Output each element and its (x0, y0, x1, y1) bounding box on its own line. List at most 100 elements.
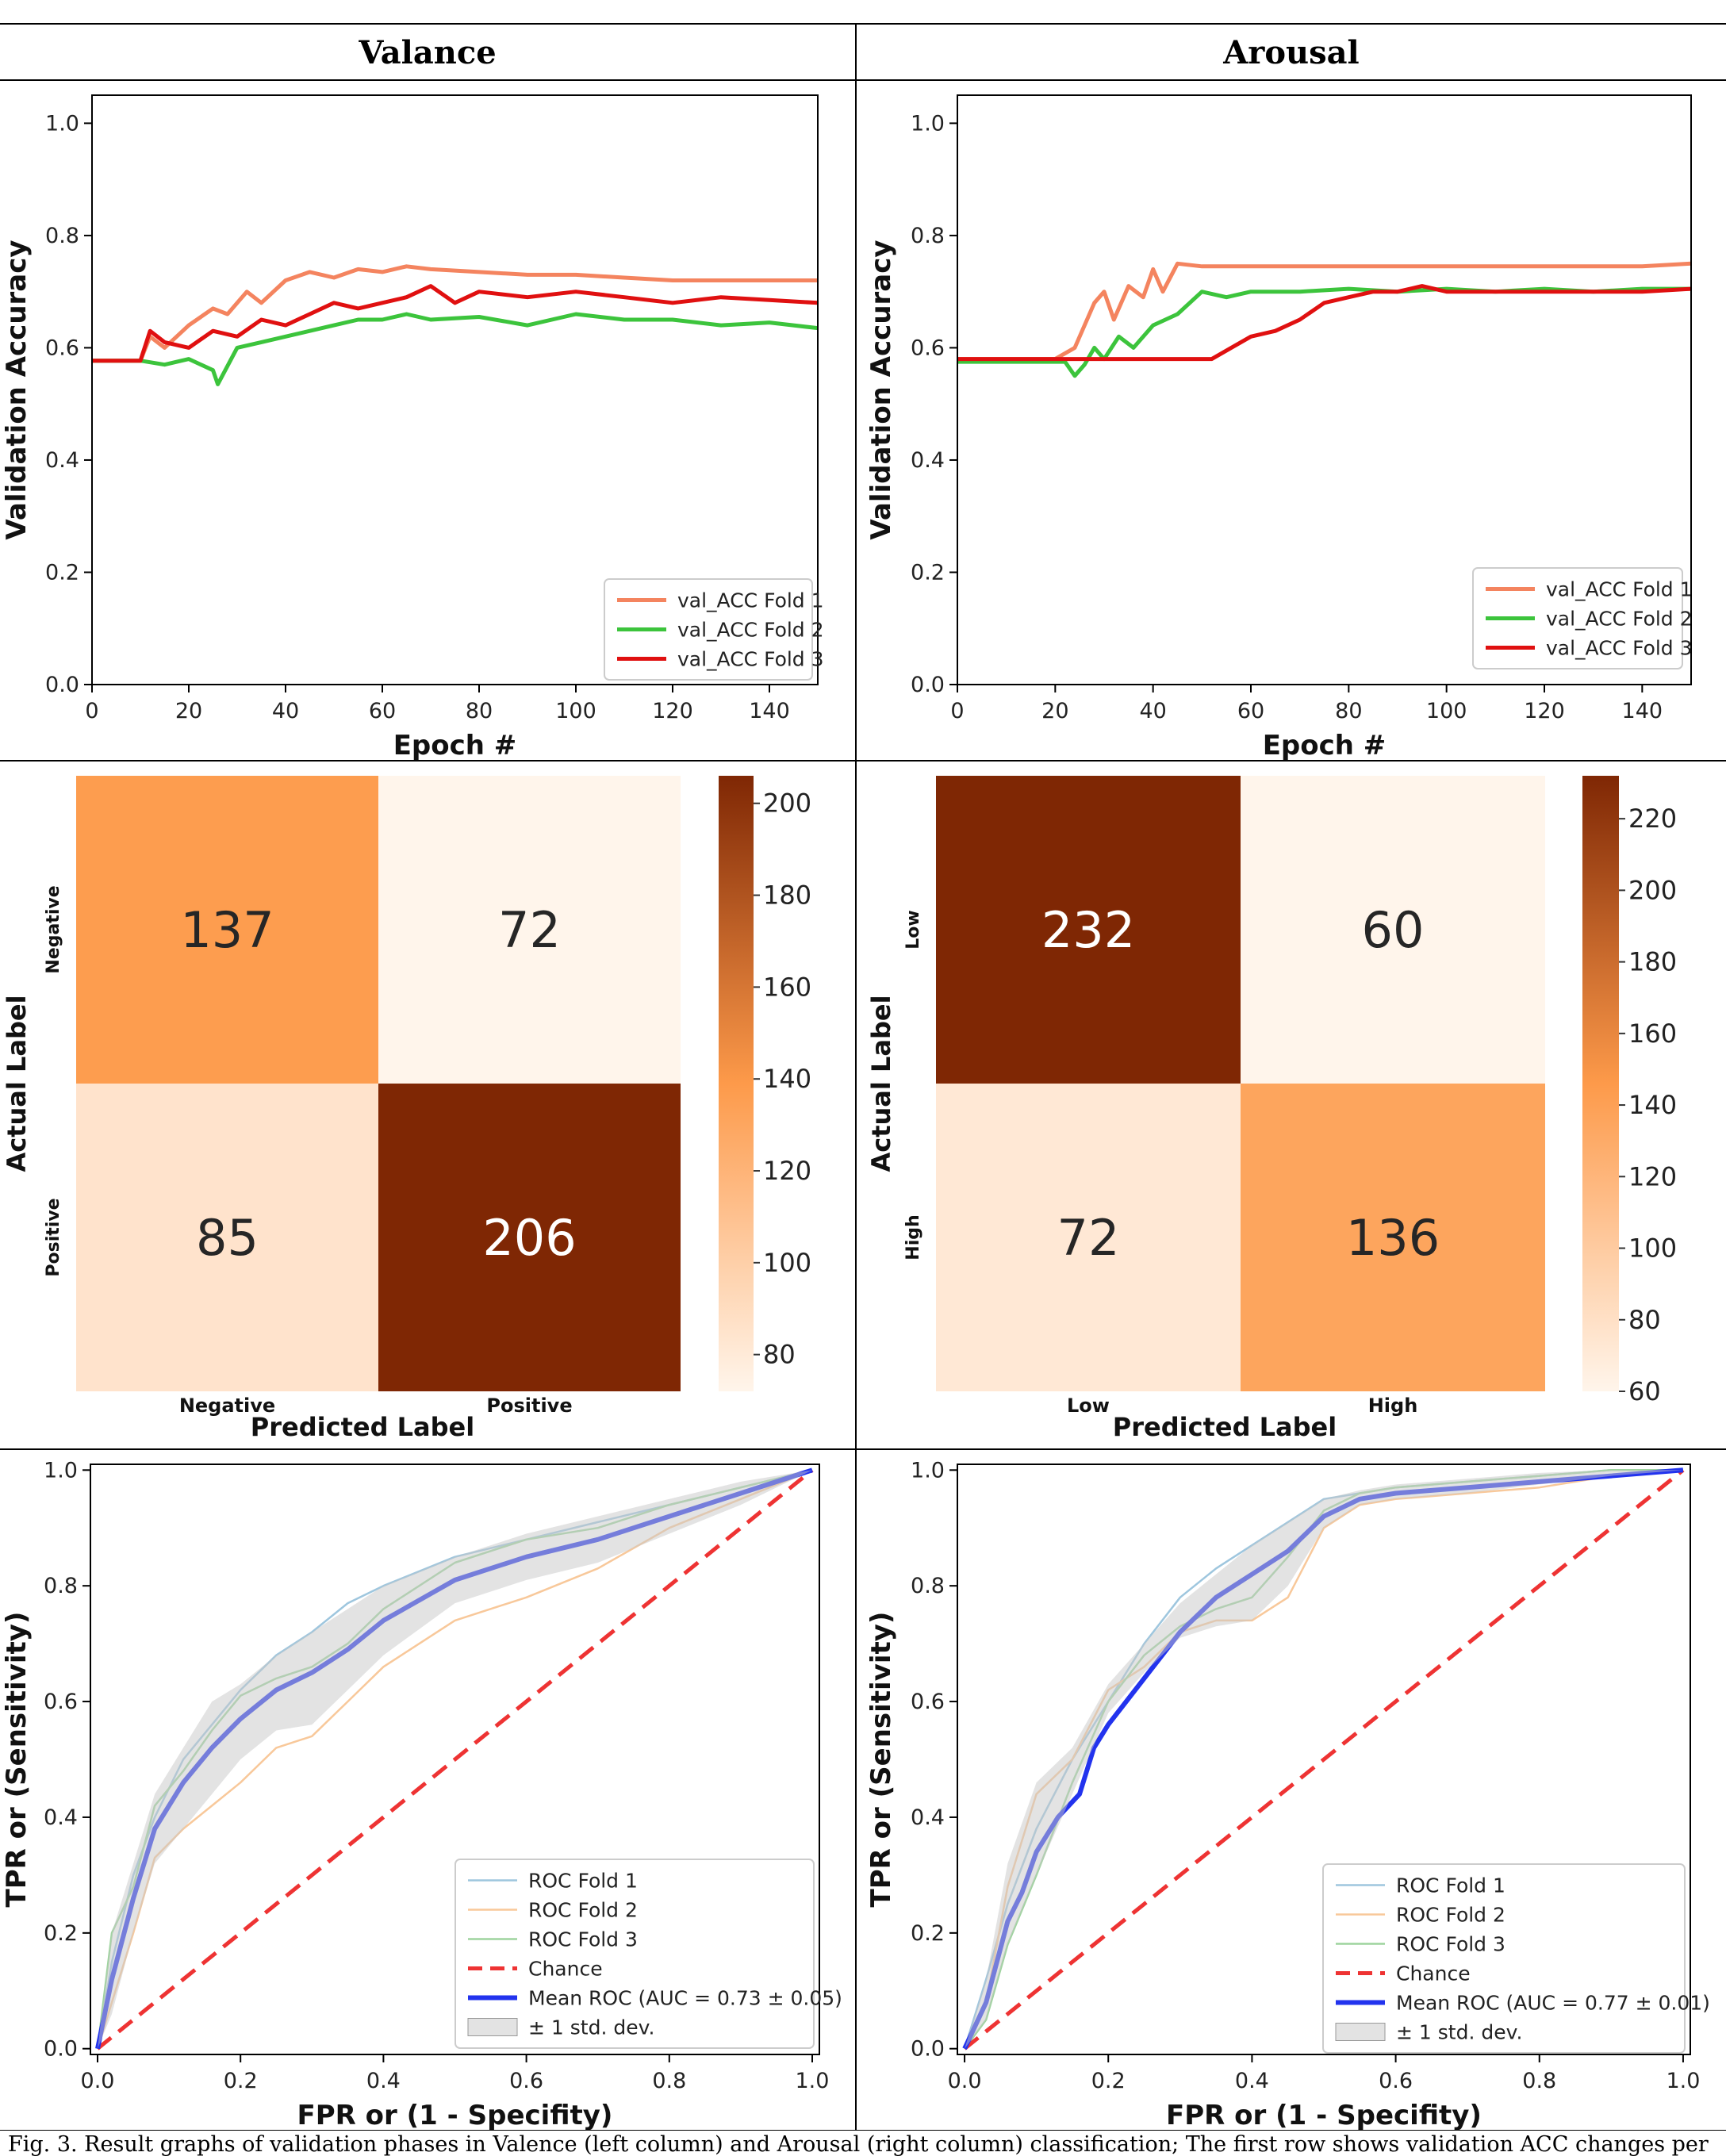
x-category-label: Negative (179, 1394, 275, 1417)
plot-area (95, 1467, 814, 2051)
arousal-confusion-panel: 232 60 72 136 Low High Low High Predicted Label A… (857, 762, 1726, 1448)
colorbar-tick-label: 180 (763, 880, 811, 911)
series-line-2 (92, 312, 818, 386)
x-category-label: High (1368, 1394, 1418, 1417)
x-category-label: Positive (486, 1394, 572, 1417)
colorbar-tick-label: 160 (1628, 1019, 1677, 1049)
legend-label: Mean ROC (AUC = 0.77 ± 0.01) (1396, 1992, 1710, 2015)
plot-frame (90, 1464, 820, 2055)
y-tick-label: 0.4 (911, 1805, 945, 1830)
legend-label: Chance (1396, 1962, 1471, 1985)
legend-label: Chance (528, 1958, 603, 1981)
plot-area (962, 1467, 1685, 2051)
legend-box (1472, 567, 1683, 669)
matrix-cell (378, 1084, 681, 1391)
x-tick-label: 1.0 (796, 2069, 830, 2093)
y-tick-label: 1.0 (911, 1458, 945, 1483)
series-line-1 (92, 264, 818, 363)
colorbar-tick-label: 180 (1628, 947, 1677, 977)
legend-label: Mean ROC (AUC = 0.73 ± 0.05) (528, 1987, 842, 2010)
y-tick-label: 1.0 (44, 1458, 78, 1483)
colorbar-tick-label: 80 (1628, 1305, 1661, 1335)
y-tick-label: 0.8 (911, 1574, 945, 1598)
matrix-cell (936, 776, 1241, 1084)
colorbar-tick-label: 120 (763, 1156, 811, 1186)
legend-swatch-band (467, 2018, 518, 2036)
legend-label: ROC Fold 1 (528, 1870, 638, 1893)
x-tick-label: 140 (749, 699, 790, 723)
y-tick-label: 1.0 (45, 111, 79, 136)
y-tick-label: 0.0 (45, 673, 79, 697)
matrix-cell (76, 776, 378, 1084)
series-line-3 (957, 284, 1691, 362)
y-axis-label: Actual Label (2, 995, 32, 1172)
x-axis-label: Predicted Label (1113, 1412, 1337, 1442)
colorbar-tick-label: 100 (763, 1248, 811, 1278)
cell-value-label: 72 (498, 901, 561, 959)
y-tick-label: 0.4 (44, 1805, 78, 1830)
cell-value-label: 60 (1362, 901, 1425, 959)
matrix-cell (1241, 776, 1545, 1084)
y-axis-label: Actual Label (866, 995, 896, 1172)
y-axis-label: TPR or (Sensitivity) (865, 1612, 897, 1908)
legend-label: val_ACC Fold 2 (677, 619, 824, 642)
std-band (98, 1470, 812, 2049)
plot-area (957, 261, 1691, 378)
matrix-cell (936, 1084, 1241, 1391)
plot-frame (957, 94, 1692, 685)
plot-frame (91, 94, 819, 685)
legend-label: ± 1 std. dev. (1396, 2021, 1522, 2044)
x-tick-label: 140 (1622, 699, 1663, 723)
column-header-valence: Valance (359, 33, 497, 71)
legend-box (455, 1859, 815, 2049)
valence-roc-panel: 0.0 0.2 0.4 0.6 0.8 1.0 0.0 0.2 0.4 0.6 0.8 1.0 FPR … (0, 1450, 855, 2131)
series-line-4 (96, 1468, 814, 2051)
legend-label: ROC Fold 3 (1396, 1933, 1505, 1956)
x-tick-label: 0.6 (509, 2069, 543, 2093)
legend-label: ROC Fold 2 (528, 1899, 638, 1922)
y-axis-label: TPR or (Sensitivity) (1, 1612, 33, 1908)
colorbar-tick-label: 160 (763, 972, 811, 1002)
x-tick-label: 80 (466, 699, 493, 723)
x-axis-label: Epoch # (393, 730, 517, 760)
arousal-accuracy-panel: 0 20 40 60 80 100 120 140 0.0 0.2 0.4 0.6 0.8 1.0 Epoc… (857, 81, 1726, 762)
y-tick-label: 1.0 (911, 111, 945, 136)
x-tick-label: 20 (1041, 699, 1068, 723)
plot-area (92, 264, 818, 386)
cell-value-label: 206 (482, 1209, 576, 1267)
column-header-arousal: Arousal (1223, 33, 1360, 71)
colorbar-tick-label: 220 (1628, 804, 1677, 834)
y-tick-label: 0.6 (45, 336, 79, 360)
legend-label: ROC Fold 2 (1396, 1904, 1505, 1927)
x-tick-label: 40 (272, 699, 299, 723)
x-tick-label: 0.2 (1091, 2069, 1126, 2093)
y-tick-label: 0.4 (911, 448, 945, 473)
legend-label: val_ACC Fold 3 (677, 648, 824, 671)
figure-caption: Fig. 3. Result graphs of validation phas… (8, 2132, 1709, 2156)
x-tick-label: 0.8 (652, 2069, 686, 2093)
colorbar-tick-label: 200 (1628, 875, 1677, 905)
arousal-accuracy-chart: 0 20 40 60 80 100 120 140 0.0 0.2 0.4 0.6 0.8 1.0 Epoc… (865, 94, 1693, 762)
matrix-cell (1241, 1084, 1545, 1391)
x-tick-label: 0.8 (1522, 2069, 1556, 2093)
x-tick-label: 100 (1426, 699, 1467, 723)
legend-box (604, 578, 813, 681)
x-axis-label: FPR or (1 - Specifity) (297, 2100, 613, 2131)
legend-box (1322, 1863, 1686, 2054)
y-axis-label: Validation Accuracy (865, 240, 897, 539)
cell-value-label: 137 (180, 901, 274, 959)
x-axis-label: Predicted Label (251, 1412, 474, 1442)
x-tick-label: 0.0 (81, 2069, 115, 2093)
cell-value-label: 72 (1057, 1209, 1120, 1267)
colorbar-tick-label: 60 (1628, 1376, 1661, 1406)
valence-accuracy-panel: 0 20 40 60 80 100 120 140 0.0 0.2 0.4 0.6 0.8 1.0 Epoc… (0, 81, 855, 762)
x-tick-label: 0.0 (948, 2069, 982, 2093)
colorbar-tick-label: 120 (1628, 1161, 1677, 1191)
valence-roc-chart: 0.0 0.2 0.4 0.6 0.8 1.0 0.0 0.2 0.4 0.6 0.8 1.0 FPR … (1, 1458, 842, 2131)
legend-swatch-band (1335, 2023, 1386, 2041)
x-tick-label: 0 (950, 699, 964, 723)
x-axis-label: Epoch # (1263, 730, 1387, 760)
colorbar (719, 776, 754, 1391)
x-axis-label: FPR or (1 - Specifity) (1166, 2100, 1482, 2131)
